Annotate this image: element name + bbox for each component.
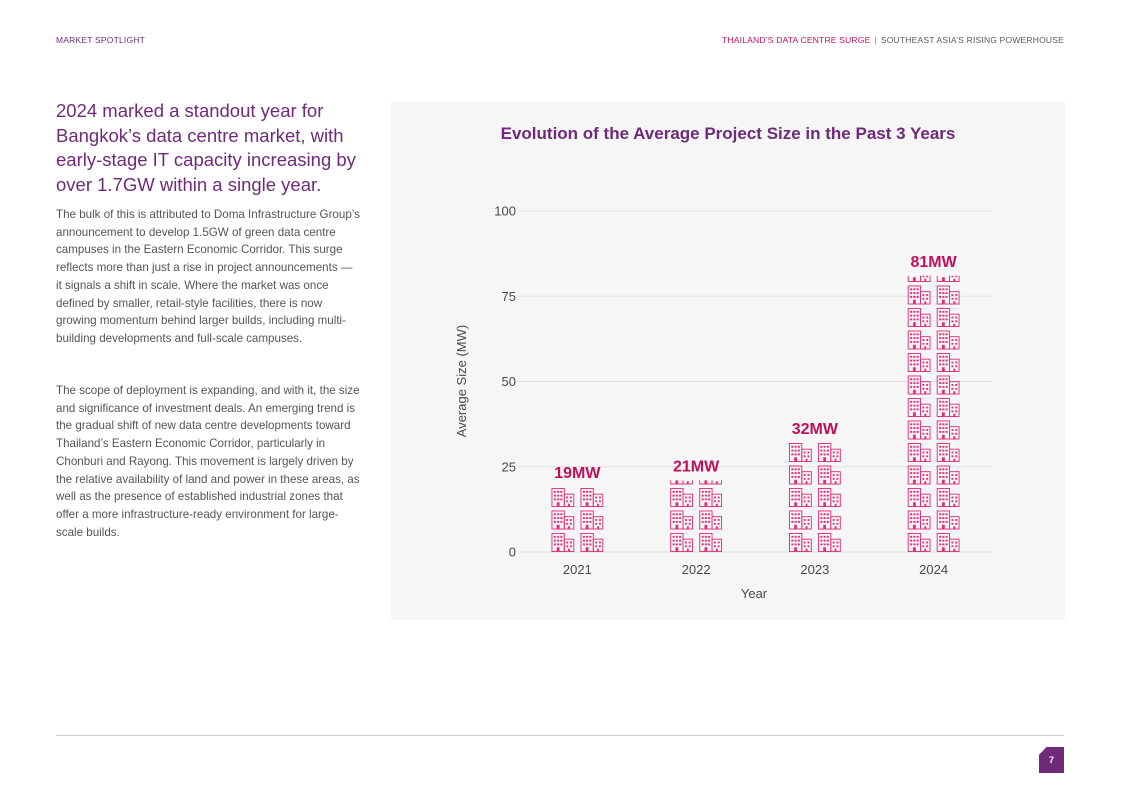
building-icon bbox=[936, 330, 960, 350]
building-icon bbox=[580, 510, 604, 530]
building-icon bbox=[580, 533, 604, 552]
building-icon bbox=[817, 533, 841, 552]
building-icon bbox=[936, 353, 960, 372]
y-axis-title: Average Size (MW) bbox=[454, 325, 469, 437]
building-icon bbox=[936, 375, 960, 395]
chart-title: Evolution of the Average Project Size in… bbox=[500, 124, 956, 143]
header-report-title: THAILAND’S DATA CENTRE SURGE | SOUTHEAST A… bbox=[722, 35, 1064, 45]
building-icon bbox=[936, 510, 960, 530]
building-icon bbox=[907, 375, 931, 395]
building-icon bbox=[670, 488, 694, 507]
report-subtitle: SOUTHEAST ASIA’S RISING POWERHOUSE bbox=[880, 35, 1064, 45]
bar-2021 bbox=[551, 488, 604, 552]
building-icon bbox=[936, 533, 960, 552]
building-icon bbox=[817, 510, 841, 530]
x-axis-ticks: 2021 2022 2023 2024 bbox=[563, 562, 948, 577]
building-icon bbox=[907, 308, 931, 327]
x-tick-label: 2022 bbox=[682, 562, 711, 577]
building-icon bbox=[788, 533, 812, 552]
header-separator: | bbox=[874, 35, 877, 45]
building-icon bbox=[907, 510, 931, 530]
chart-panel: Evolution of the Average Project Size in… bbox=[391, 102, 1065, 620]
building-icon bbox=[788, 443, 812, 462]
chart-svg: 0 25 50 75 100 19MW 21MW 32MW 81MW 2021 2022 2023… bbox=[454, 204, 993, 601]
data-label: 21MW bbox=[673, 458, 720, 475]
building-icon bbox=[580, 488, 604, 507]
building-icon bbox=[788, 465, 812, 485]
building-icon bbox=[788, 488, 812, 507]
building-icon bbox=[907, 285, 931, 305]
building-icon bbox=[699, 488, 723, 507]
footer-rule bbox=[56, 735, 1064, 736]
building-icon bbox=[699, 510, 723, 530]
building-icon bbox=[551, 488, 575, 507]
building-icon bbox=[936, 488, 960, 507]
building-icon bbox=[670, 533, 694, 552]
building-icon bbox=[907, 488, 931, 507]
building-icon bbox=[907, 330, 931, 350]
page-number: 7 bbox=[1039, 747, 1064, 773]
article-paragraph-1: The bulk of this is attributed to Doma I… bbox=[56, 208, 360, 345]
y-tick-label: 50 bbox=[502, 374, 516, 389]
building-icon bbox=[817, 443, 841, 462]
bars bbox=[551, 275, 960, 552]
building-icon bbox=[670, 510, 694, 530]
building-icon bbox=[907, 398, 931, 417]
article-paragraph-2: The scope of deployment is expanding, an… bbox=[56, 384, 360, 539]
building-icon bbox=[936, 308, 960, 327]
y-tick-label: 25 bbox=[502, 459, 516, 474]
building-icon bbox=[699, 533, 723, 552]
x-tick-label: 2021 bbox=[563, 562, 592, 577]
building-icon bbox=[936, 285, 960, 305]
data-label: 19MW bbox=[554, 465, 601, 482]
building-icon bbox=[907, 420, 931, 440]
x-tick-label: 2024 bbox=[919, 562, 948, 577]
report-title: THAILAND’S DATA CENTRE SURGE bbox=[722, 35, 871, 45]
building-icon bbox=[551, 510, 575, 530]
building-icon bbox=[817, 488, 841, 507]
bar-2024 bbox=[907, 275, 960, 552]
building-icon bbox=[936, 398, 960, 417]
y-tick-label: 75 bbox=[502, 289, 516, 304]
y-tick-label: 0 bbox=[509, 545, 516, 560]
bar-2023 bbox=[788, 443, 841, 552]
building-icon bbox=[907, 443, 931, 462]
building-icon bbox=[936, 465, 960, 485]
header-section-label: MARKET SPOTLIGHT bbox=[56, 35, 146, 45]
bar-2022 bbox=[670, 480, 723, 552]
building-icon bbox=[936, 420, 960, 440]
building-icon bbox=[907, 353, 931, 372]
building-icon bbox=[817, 465, 841, 485]
data-label: 81MW bbox=[911, 254, 958, 271]
y-tick-label: 100 bbox=[494, 204, 516, 219]
article-headline: 2024 marked a standout year for Bangkok’… bbox=[56, 100, 356, 195]
data-labels: 19MW 21MW 32MW 81MW bbox=[554, 254, 957, 482]
data-label: 32MW bbox=[792, 421, 839, 438]
x-tick-label: 2023 bbox=[800, 562, 829, 577]
building-icon bbox=[907, 465, 931, 485]
building-icon bbox=[551, 533, 575, 552]
building-icon bbox=[788, 510, 812, 530]
building-icon bbox=[907, 533, 931, 552]
x-axis-title: Year bbox=[741, 586, 768, 601]
y-axis-ticks: 0 25 50 75 100 bbox=[494, 204, 516, 560]
building-icon bbox=[936, 443, 960, 462]
